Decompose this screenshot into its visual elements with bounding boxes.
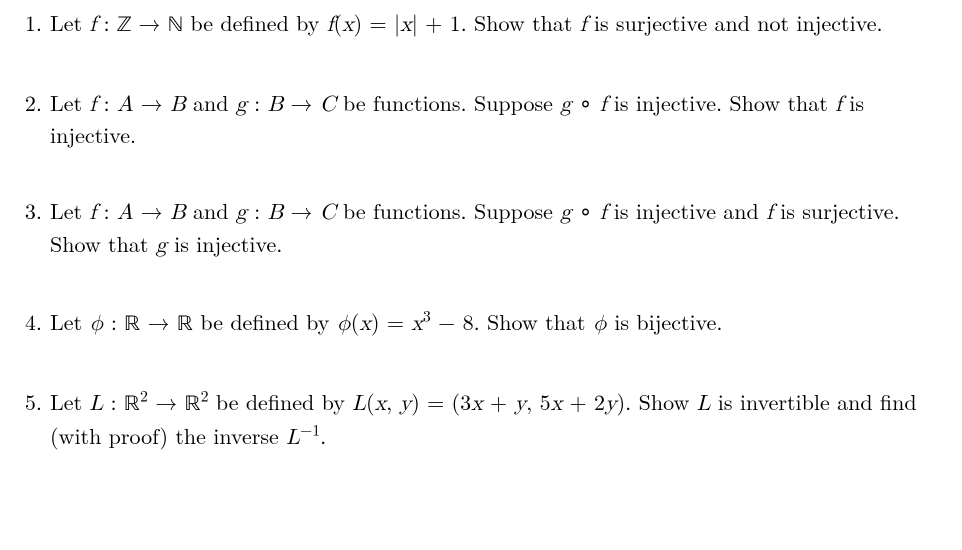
- problem-3: 3. Let f : A → B and g : B → C be functi…: [4, 196, 934, 261]
- problem-list-page: 1. Let f : ℤ → ℕ be defined by f(x) = |x…: [0, 0, 962, 454]
- problem-number: 2.: [6, 88, 42, 118]
- problem-4: 4. Let ϕ : ℝ → ℝ be defined by ϕ(x) = x3…: [4, 307, 934, 341]
- problem-number: 5.: [6, 387, 42, 417]
- problem-text: Let L : ℝ2 → ℝ2 be defined by L(x, y) = …: [50, 386, 917, 451]
- problem-text: Let f : A → B and g : B → C be functions…: [50, 195, 900, 259]
- problem-text: Let f : ℤ → ℕ be defined by f(x) = |x| +…: [50, 7, 883, 38]
- problem-2: 2. Let f : A → B and g : B → C be functi…: [4, 88, 934, 150]
- problem-5: 5. Let L : ℝ2 → ℝ2 be defined by L(x, y)…: [4, 387, 934, 453]
- problem-number: 3.: [6, 196, 42, 226]
- problem-text: Let ϕ : ℝ → ℝ be defined by ϕ(x) = x3 − …: [50, 306, 723, 337]
- problem-1: 1. Let f : ℤ → ℕ be defined by f(x) = |x…: [4, 8, 934, 42]
- problem-number: 1.: [6, 8, 42, 38]
- problem-number: 4.: [6, 307, 42, 337]
- problem-list: 1. Let f : ℤ → ℕ be defined by f(x) = |x…: [4, 8, 934, 454]
- problem-text: Let f : A → B and g : B → C be functions…: [50, 87, 864, 151]
